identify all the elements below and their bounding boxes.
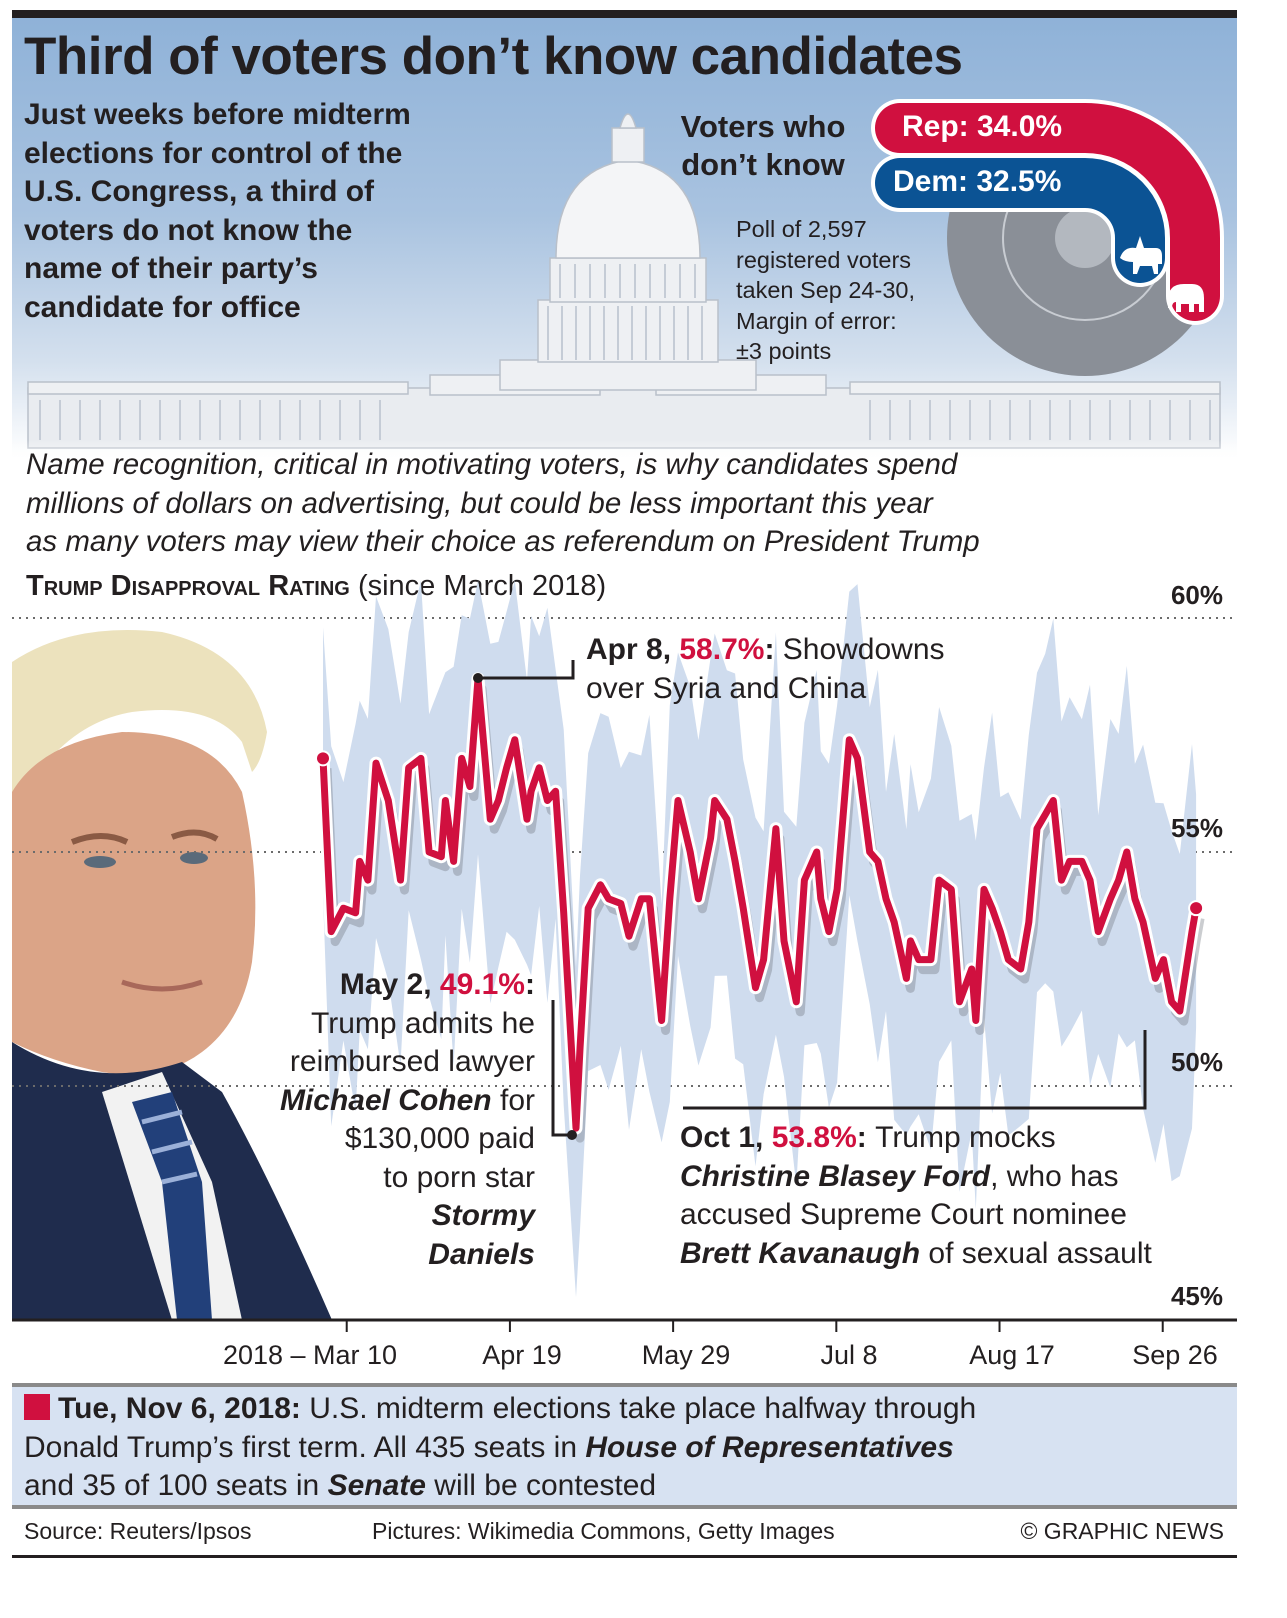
annotation-text: Michael Cohen	[279, 1083, 492, 1117]
note-line: will be contested	[425, 1469, 657, 1502]
chart-title: Trump Disapproval Rating (since March 20…	[26, 570, 606, 603]
note-date: Tue, Nov 6, 2018:	[58, 1392, 301, 1425]
start-point	[315, 750, 331, 767]
ring-center	[1055, 208, 1115, 268]
y-tick-label: 55%	[1170, 813, 1223, 843]
intro-text: Just weeks before midterm elections for …	[24, 96, 411, 327]
intro-line: name of their party’s	[24, 252, 318, 285]
annotation-text: Brett Kavanaugh	[680, 1236, 921, 1270]
context-text: Name recognition, critical in motivating…	[26, 446, 980, 562]
page-title: Third of voters don’t know candidates	[24, 27, 963, 86]
disapproval-line	[319, 675, 1200, 1132]
annotation-dot	[473, 673, 483, 683]
poll-detail-line: ±3 points	[736, 338, 832, 364]
annotation-text: reimbursed lawyer	[289, 1045, 535, 1078]
annotation-text: Trump admits he	[311, 1006, 535, 1040]
pictures-credit: Pictures: Wikimedia Commons, Getty Image…	[372, 1518, 835, 1544]
top-rule	[12, 10, 1237, 18]
copyright: © GRAPHIC NEWS	[1020, 1518, 1224, 1544]
poll-detail-line: registered voters	[736, 246, 912, 273]
context-line: Name recognition, critical in motivating…	[26, 448, 958, 481]
disapproval-chart	[12, 580, 1237, 1332]
dem-bar	[875, 158, 1165, 283]
annotation-text: , who has	[990, 1159, 1119, 1193]
annotation-text: Showdowns	[782, 633, 945, 666]
annotation-text: Stormy	[431, 1199, 535, 1232]
poll-detail-line: Poll of 2,597	[736, 216, 867, 242]
context-line: as many voters may view their choice as …	[26, 525, 980, 558]
chart-grid	[12, 617, 1237, 1087]
context-line: millions of dollars on advertising, but …	[26, 486, 933, 520]
donkey-icon	[1120, 236, 1162, 274]
red-square-marker	[24, 1394, 50, 1420]
annotation-value: 58.7%	[679, 633, 765, 666]
source-credit: Source: Reuters/Ipsos	[24, 1518, 252, 1544]
poll-ring-graphic	[871, 99, 1224, 376]
voters-label: Voters who don’t know	[668, 108, 858, 184]
poll-detail-line: Margin of error:	[736, 307, 897, 334]
rep-value-label: Rep: 34.0%	[902, 110, 1063, 143]
annotation-text: Christine Blasey Ford	[680, 1159, 991, 1193]
x-tick-label: Jul 8	[820, 1340, 878, 1370]
annotation-date: Apr 8	[586, 633, 663, 666]
x-tick-label: Aug 17	[969, 1340, 1055, 1370]
note-line: Donald Trump’s first term. All 435 seats…	[24, 1430, 586, 1464]
annotation-value: 49.1%	[439, 968, 525, 1001]
y-tick-label: 60%	[1170, 580, 1223, 610]
annotation-date: Oct 1	[680, 1121, 756, 1154]
annotation-apr8: Apr 8, 58.7%: Showdowns over Syria and C…	[586, 631, 945, 708]
intro-line: elections for control of the	[24, 136, 403, 170]
capitol-illustration	[0, 113, 1287, 470]
intro-line: candidate for office	[24, 290, 301, 324]
x-tick-label: 2018 – Mar 10	[222, 1340, 398, 1370]
election-note-box	[12, 1383, 1237, 1509]
annotation-text: Trump mocks	[875, 1121, 1056, 1154]
x-tick-label: Sep 26	[1132, 1340, 1218, 1370]
note-line: and 35 of 100 seats in	[24, 1469, 328, 1502]
election-note-text: Tue, Nov 6, 2018: U.S. midterm elections…	[24, 1390, 976, 1506]
annotation-text: over Syria and China	[586, 671, 867, 705]
note-emphasis: House of Representatives	[585, 1430, 954, 1464]
x-tick-label: May 29	[641, 1340, 731, 1370]
annotation-text: of sexual assault	[920, 1236, 1152, 1270]
annotation-text: Daniels	[428, 1237, 535, 1271]
chart-subtitle: (since March 2018)	[357, 570, 607, 602]
y-tick-label: 50%	[1170, 1047, 1223, 1077]
annotation-may2: May 2, 49.1%: Trump admits he reimbursed…	[280, 966, 535, 1274]
annotation-dot	[567, 1130, 577, 1140]
annotation-text: to porn star	[383, 1160, 535, 1194]
end-point	[1188, 900, 1205, 917]
voters-label-line: don’t know	[681, 147, 845, 182]
annotation-text: $130,000 paid	[344, 1122, 535, 1155]
bottom-rule	[12, 1555, 1237, 1558]
annotation-text: for	[499, 1083, 535, 1117]
x-tick-label: Apr 19	[482, 1340, 562, 1370]
chart-title-main: Trump Disapproval Rating	[26, 570, 350, 602]
annotation-value: 53.8%	[771, 1121, 857, 1154]
intro-line: voters do not know the	[24, 213, 353, 247]
intro-line: Just weeks before midterm	[24, 98, 411, 131]
annotation-oct1: Oct 1, 53.8%: Trump mocks Christine Blas…	[680, 1121, 1152, 1270]
poll-details: Poll of 2,597 registered voters taken Se…	[736, 214, 915, 367]
rep-bar	[875, 103, 1220, 321]
annotation-text: accused Supreme Court nominee	[680, 1198, 1127, 1231]
note-line: U.S. midterm elections take place halfwa…	[300, 1392, 977, 1425]
poll-detail-line: taken Sep 24-30,	[736, 277, 915, 303]
dem-value-label: Dem: 32.5%	[893, 165, 1062, 198]
intro-line: U.S. Congress, a third of	[24, 175, 375, 208]
annotation-leaders	[478, 660, 1147, 1137]
y-tick-label: 45%	[1170, 1281, 1223, 1311]
voters-label-line: Voters who	[680, 109, 846, 144]
trump-photo	[12, 630, 332, 1320]
elephant-icon	[1168, 284, 1204, 312]
note-emphasis: Senate	[327, 1469, 426, 1502]
annotation-date: May 2	[339, 968, 424, 1001]
